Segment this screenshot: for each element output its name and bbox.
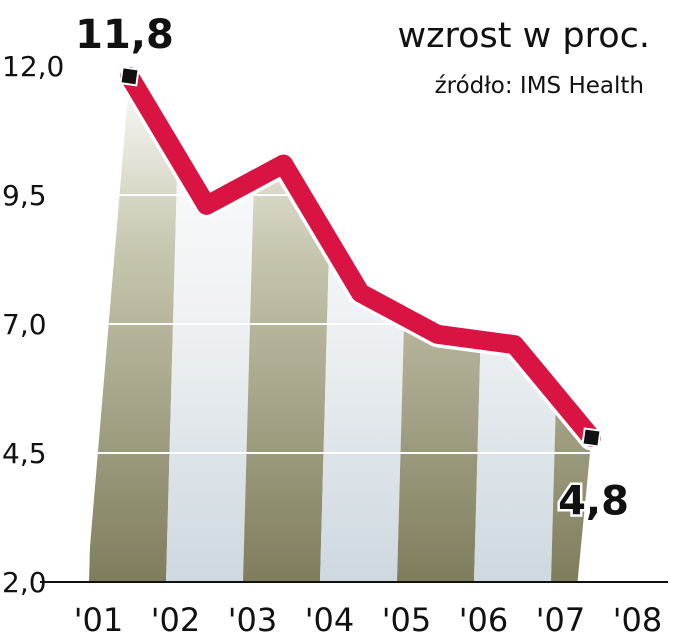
data-labels: 11,8 4,8 — [73, 10, 632, 528]
chart-source: źródło: IMS Health — [435, 73, 644, 99]
y-tick-label: 12,0 — [2, 50, 64, 83]
chart-title: wzrost w proc. — [398, 16, 651, 56]
data-markers — [119, 66, 602, 448]
data-point-marker — [119, 66, 140, 87]
x-tick-label: '05 — [382, 601, 432, 639]
series-line-path — [120, 66, 601, 448]
x-tick-label: '04 — [305, 601, 355, 639]
y-axis-ticks: 12,0 9,5 7,0 4,5 2,0 — [2, 50, 64, 599]
series-line — [116, 63, 605, 451]
data-label: 4,8 — [558, 479, 629, 525]
y-tick-label: 4,5 — [2, 437, 47, 470]
gridlines — [40, 65, 668, 454]
y-tick-label: 9,5 — [2, 179, 47, 212]
data-label: 11,8 — [75, 12, 174, 58]
x-tick-label: '06 — [459, 601, 509, 639]
data-point-marker — [581, 427, 602, 448]
x-tick-label: '02 — [151, 601, 201, 639]
y-tick-label: 7,0 — [2, 308, 47, 341]
x-tick-label: '08 — [613, 601, 663, 639]
x-axis-ticks: '01 '02 '03 '04 '05 '06 '07 '08 — [74, 601, 663, 639]
x-tick-label: '03 — [228, 601, 278, 639]
x-tick-label: '07 — [536, 601, 586, 639]
y-tick-label: 2,0 — [2, 566, 47, 599]
x-tick-label: '01 — [74, 601, 124, 639]
